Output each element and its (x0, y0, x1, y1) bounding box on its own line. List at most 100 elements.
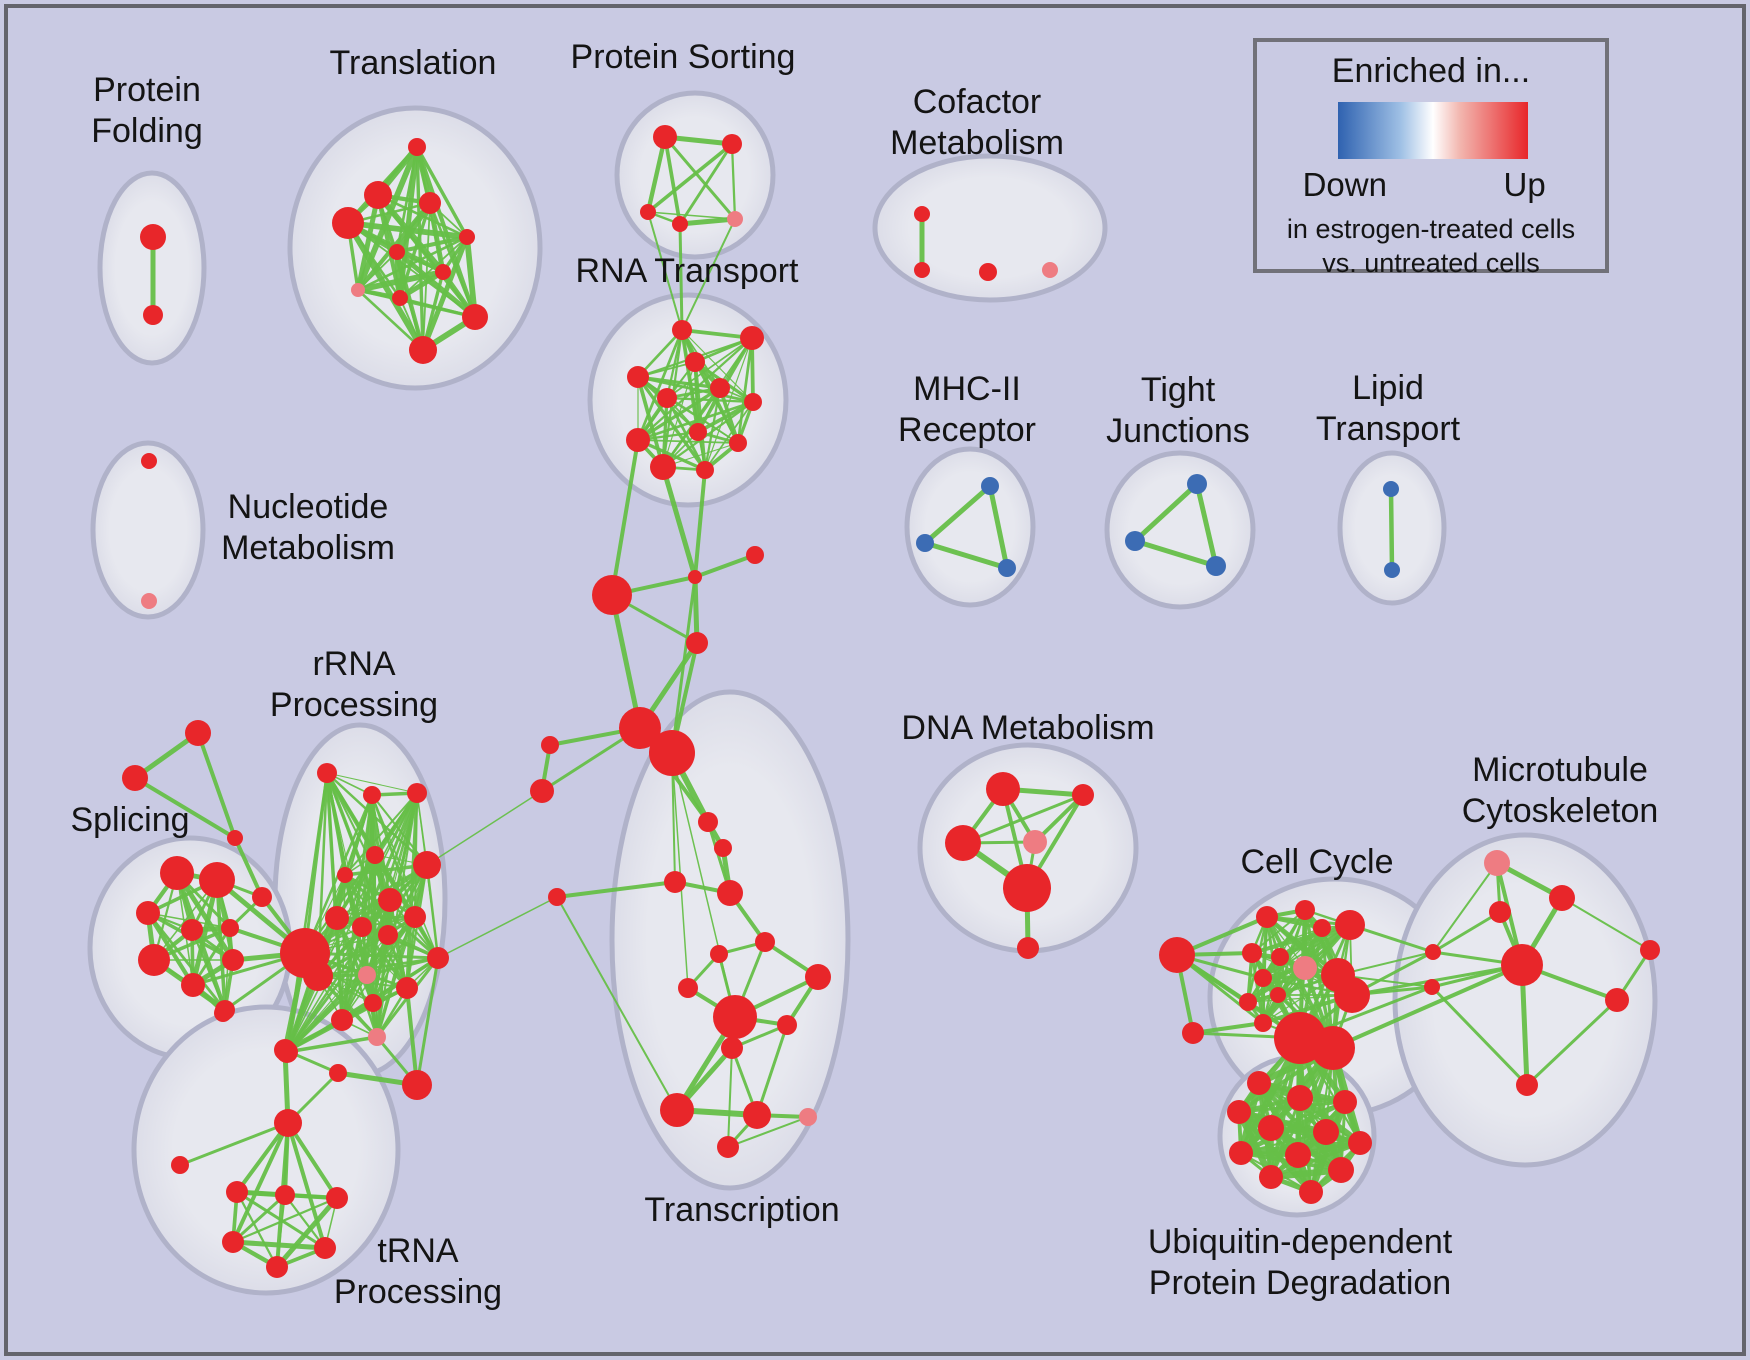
node-K14 (1334, 977, 1370, 1013)
node-T0 (408, 138, 426, 156)
node-R0 (672, 320, 692, 340)
figure-frame (4, 4, 1746, 1356)
cluster-ellipse-tight-junctions (1104, 450, 1256, 610)
cluster-ellipse-nucleotide-metabolism (90, 440, 206, 620)
edge-P1-P3 (678, 142, 734, 226)
node-C0 (914, 206, 930, 222)
node-W9 (1328, 1157, 1354, 1183)
edge-Rb-Rm (371, 794, 439, 959)
node-R9 (626, 428, 650, 452)
node-Rn (396, 977, 418, 999)
node-S6 (138, 944, 170, 976)
edge-X9-X12 (755, 1023, 789, 1117)
cluster-label-tight-junctions-line1: Tight (1141, 371, 1216, 409)
edge-R1-R4 (666, 337, 753, 399)
edge-R5-R11 (703, 386, 722, 472)
edge-U_r3-U_r6 (274, 1195, 340, 1270)
edge-T0-T7 (355, 144, 420, 293)
edge-Rc-Rq (375, 791, 419, 1039)
edge-K1-K4 (1251, 909, 1306, 954)
node-G1 (649, 730, 695, 776)
node-X1 (714, 839, 732, 857)
node-X11 (660, 1093, 694, 1127)
edge-H1-H3 (692, 574, 700, 646)
node-H2 (746, 546, 764, 564)
node-X10 (721, 1037, 743, 1059)
node-V0 (1484, 850, 1510, 876)
edge-P3-R0 (678, 222, 684, 332)
edge-T4-T9 (464, 234, 478, 320)
edge-Rk-Rq (376, 916, 416, 1038)
edge-Rf-Rq (375, 863, 429, 1039)
edge-TA0-TA2 (196, 731, 237, 840)
node-Ri (352, 917, 372, 937)
cluster-label-cell-cycle: Cell Cycle (1240, 843, 1393, 881)
node-S_b (530, 779, 554, 803)
node-U_hub (274, 1109, 302, 1137)
node-K1 (1295, 900, 1315, 920)
edge-Rc-Re (343, 791, 419, 877)
edge-Ri-Rp (340, 925, 364, 1022)
node-Ro (364, 994, 382, 1012)
edge-T7-T10 (356, 288, 425, 352)
cluster-ellipse-mhc-ii-receptor (904, 446, 1036, 608)
node-S_c (548, 888, 566, 906)
node-Mt_a (1425, 944, 1441, 960)
cluster-label-microtubule-cytoskeleton-line1: Microtubule (1472, 751, 1648, 789)
node-X13 (799, 1108, 817, 1126)
node-Rj (378, 925, 398, 945)
node-P2 (640, 204, 656, 220)
edge-Rg-Rn (389, 899, 408, 989)
node-T6 (435, 264, 451, 280)
node-K11 (1254, 1014, 1272, 1032)
edge-U_right-Rm (415, 956, 440, 1087)
edge-T4-T5 (394, 234, 470, 255)
edge-R1-R11 (704, 337, 753, 471)
node-D5 (1017, 937, 1039, 959)
node-R11 (696, 461, 714, 479)
edge-V3-K14 (1350, 963, 1524, 997)
node-U_r3 (326, 1187, 348, 1209)
node-L1 (1384, 562, 1400, 578)
edge-Rb-Rk (370, 793, 417, 919)
node-U_right (402, 1070, 432, 1100)
edge-T0-T4 (415, 145, 469, 239)
node-T2 (419, 192, 441, 214)
node-R5 (710, 378, 730, 398)
node-V7 (1640, 940, 1660, 960)
node-V1 (1549, 885, 1575, 911)
edge-U_hub-U_r3 (286, 1121, 339, 1200)
edge-Rl-Rm (365, 956, 440, 977)
node-Mt_b (1424, 979, 1440, 995)
node-T3 (332, 207, 364, 239)
node-T4 (459, 229, 475, 245)
node-R10 (650, 454, 676, 480)
node-X14 (717, 1136, 739, 1158)
node-S0 (160, 856, 194, 890)
node-Rf (413, 851, 441, 879)
node-K9 (1270, 987, 1286, 1003)
edge-P1-P4 (730, 142, 737, 221)
node-U_r2 (275, 1185, 295, 1205)
edge-R9-R11 (636, 438, 707, 472)
node-U_r6 (266, 1256, 288, 1278)
edge-M0-M1 (922, 483, 993, 546)
cluster-label-ubiquitin-dependent-protein-degradation-line1: Ubiquitin-dependent (1148, 1223, 1453, 1261)
cluster-label-mhc-ii-receptor-line1: MHC-II (913, 370, 1021, 408)
edge-H0-G0 (609, 592, 643, 731)
node-C2 (979, 263, 997, 281)
node-H3 (686, 632, 708, 654)
node-T8 (392, 290, 408, 306)
node-X6 (805, 964, 831, 990)
edge-R11-H1 (693, 468, 707, 579)
edge-S0-S8 (174, 870, 236, 963)
node-K2 (1313, 919, 1331, 937)
node-Rp (331, 1009, 353, 1031)
node-T1 (364, 181, 392, 209)
edge-P1-P2 (646, 142, 734, 214)
node-U_r5 (314, 1237, 336, 1259)
node-K5 (1271, 948, 1289, 966)
edge-X13-X14 (727, 1116, 809, 1148)
node-T5 (389, 244, 405, 260)
edge-Rl-Rr (285, 973, 369, 1054)
